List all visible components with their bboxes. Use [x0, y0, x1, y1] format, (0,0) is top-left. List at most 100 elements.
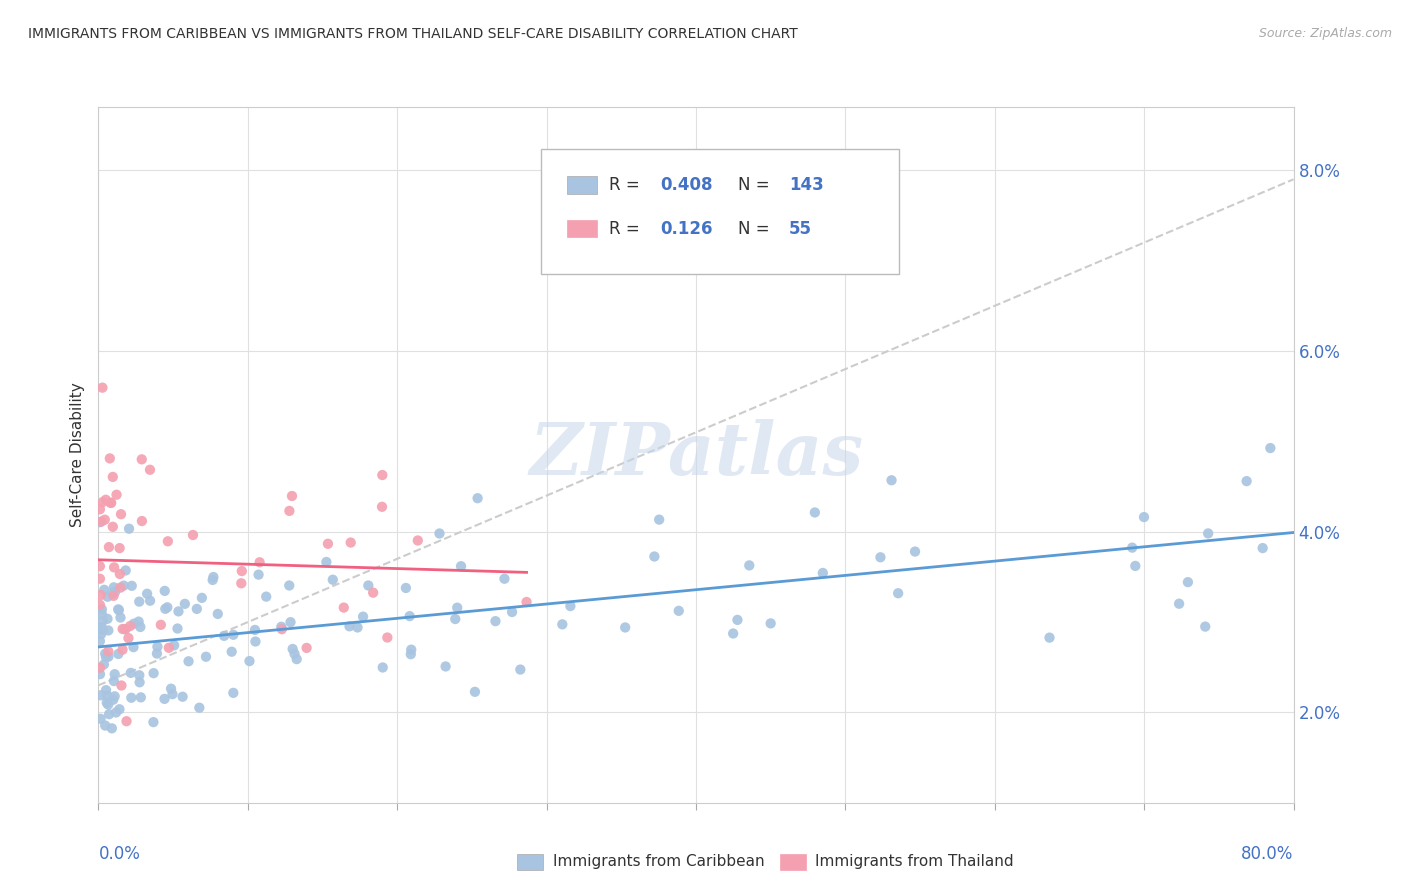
Point: [93, 657, 115, 672]
Point: [111, 622, 134, 636]
Point: [181, 528, 204, 542]
Point: [128, 594, 150, 608]
Text: ZIPatlas: ZIPatlas: [529, 419, 863, 491]
Point: [322, 573, 344, 587]
Point: [105, 488, 128, 502]
Text: IMMIGRANTS FROM CARIBBEAN VS IMMIGRANTS FROM THAILAND SELF-CARE DISABILITY CORRE: IMMIGRANTS FROM CARIBBEAN VS IMMIGRANTS …: [28, 27, 797, 41]
Point: [295, 640, 318, 655]
Point: [139, 463, 162, 477]
Point: [221, 645, 243, 659]
Point: [1121, 541, 1143, 555]
Point: [98, 451, 121, 466]
Point: [131, 514, 153, 528]
Point: [270, 622, 292, 636]
Point: [172, 690, 194, 704]
Point: [167, 604, 190, 618]
Point: [108, 541, 131, 555]
Point: [91, 381, 114, 395]
Point: [97, 624, 120, 638]
Point: [89, 572, 111, 586]
Point: [231, 564, 253, 578]
Point: [245, 634, 267, 648]
Point: [1133, 510, 1156, 524]
Point: [136, 587, 159, 601]
Point: [139, 593, 162, 607]
Point: [509, 663, 531, 677]
Point: [222, 686, 245, 700]
Point: [101, 520, 124, 534]
Point: [254, 590, 277, 604]
Point: [1123, 558, 1146, 573]
Point: [112, 622, 135, 636]
Point: [346, 620, 368, 634]
Point: [357, 578, 380, 592]
Point: [103, 560, 125, 574]
Text: N =: N =: [738, 219, 775, 238]
Point: [129, 690, 152, 705]
Point: [278, 578, 301, 592]
Point: [284, 647, 307, 661]
Point: [108, 603, 131, 617]
Point: [94, 647, 117, 661]
Point: [160, 681, 183, 696]
Point: [434, 659, 457, 673]
Point: [108, 566, 131, 581]
Point: [98, 707, 121, 722]
Point: [112, 579, 135, 593]
Point: [560, 599, 582, 613]
Point: [103, 589, 125, 603]
Point: [94, 513, 117, 527]
Point: [371, 660, 394, 674]
Point: [89, 667, 111, 681]
Point: [120, 690, 142, 705]
Point: [100, 496, 122, 510]
Point: [191, 591, 214, 605]
Point: [129, 620, 152, 634]
Text: Immigrants from Thailand: Immigrants from Thailand: [815, 855, 1014, 870]
Point: [371, 468, 394, 483]
Point: [643, 549, 665, 564]
Point: [887, 586, 910, 600]
Point: [110, 610, 132, 624]
Point: [494, 572, 516, 586]
Point: [156, 534, 179, 549]
Point: [120, 619, 142, 633]
Point: [91, 495, 114, 509]
Point: [339, 535, 361, 549]
Point: [96, 696, 118, 710]
Point: [103, 692, 125, 706]
Point: [110, 678, 132, 692]
Point: [249, 555, 271, 569]
Point: [375, 631, 398, 645]
Point: [89, 515, 111, 529]
Point: [155, 602, 177, 616]
Text: Source: ZipAtlas.com: Source: ZipAtlas.com: [1258, 27, 1392, 40]
Point: [315, 555, 337, 569]
Point: [270, 620, 292, 634]
Point: [614, 620, 637, 634]
Point: [173, 597, 195, 611]
Point: [212, 629, 235, 643]
Point: [89, 689, 111, 703]
Point: [89, 598, 111, 612]
Point: [101, 587, 124, 601]
Point: [118, 522, 141, 536]
Point: [128, 668, 150, 682]
Text: R =: R =: [609, 219, 645, 238]
Point: [104, 584, 127, 599]
Point: [89, 559, 111, 574]
Point: [115, 714, 138, 729]
Point: [156, 600, 179, 615]
Point: [163, 638, 186, 652]
Point: [501, 605, 523, 619]
Point: [101, 722, 124, 736]
Text: 0.126: 0.126: [661, 219, 713, 238]
Point: [90, 607, 112, 622]
Point: [247, 567, 270, 582]
Point: [128, 615, 150, 629]
Point: [668, 604, 690, 618]
Point: [280, 615, 302, 630]
Point: [804, 506, 827, 520]
Point: [89, 634, 111, 648]
Point: [117, 631, 139, 645]
